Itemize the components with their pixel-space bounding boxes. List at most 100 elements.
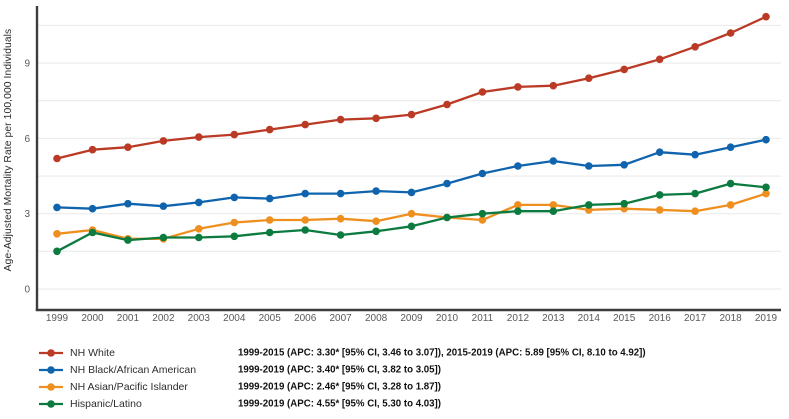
x-tick-label: 2000 <box>81 313 104 324</box>
data-point <box>230 218 239 227</box>
x-tick-label: 1999 <box>46 313 69 324</box>
data-point <box>230 232 239 241</box>
legend-marker-nh-white <box>39 348 63 357</box>
data-point <box>124 199 132 208</box>
legend-stats: 1999-2015 (APC: 3.30* [95% CI, 3.46 to 3… <box>238 347 646 358</box>
data-point <box>265 216 274 224</box>
data-point <box>691 150 699 159</box>
mortality-trend-chart: Age-Adjusted Mortality Rate per 100,000 … <box>3 6 781 324</box>
data-point <box>230 193 239 202</box>
data-point <box>620 199 628 208</box>
data-point <box>372 114 380 123</box>
data-point <box>372 187 380 195</box>
x-tick-label: 2017 <box>684 313 707 324</box>
x-tick-label: 2012 <box>507 313 530 324</box>
data-point <box>301 226 310 234</box>
legend-item-hispanic-latino: Hispanic/Latino 1999-2019 (APC: 4.55* [95… <box>38 395 778 412</box>
data-point <box>655 55 664 64</box>
data-point <box>407 222 416 231</box>
x-tick-label: 2003 <box>188 313 211 324</box>
x-tick-label: 2008 <box>365 313 388 324</box>
data-point <box>336 115 345 124</box>
data-point <box>620 161 628 169</box>
data-point <box>407 110 416 119</box>
data-point <box>407 209 416 218</box>
data-point <box>762 189 770 198</box>
data-point <box>478 88 487 96</box>
data-point <box>478 169 487 178</box>
data-point <box>478 209 487 218</box>
data-point <box>265 125 274 134</box>
series-hispanic-latino <box>53 179 770 256</box>
data-point <box>514 162 522 170</box>
data-point <box>230 130 239 139</box>
axes <box>35 6 781 312</box>
legend: NH White 1999-2015 (APC: 3.30* [95% CI, 3… <box>38 344 778 412</box>
data-point <box>195 133 203 141</box>
legend-marker-hispanic-latino <box>39 399 63 408</box>
data-point <box>655 191 664 199</box>
data-point <box>655 206 664 214</box>
legend-item-nh-white: NH White 1999-2015 (APC: 3.30* [95% CI, 3… <box>38 344 778 361</box>
data-point <box>691 43 699 51</box>
y-tick-label: 3 <box>24 209 30 220</box>
x-tick-label: 2013 <box>542 313 565 324</box>
data-point <box>762 12 770 21</box>
data-point <box>726 143 735 151</box>
legend-stats: 1999-2019 (APC: 2.46* [95% CI, 3.28 to 1… <box>238 381 441 392</box>
x-tick-label: 2010 <box>436 313 459 324</box>
data-point <box>443 100 451 109</box>
data-point <box>159 202 168 210</box>
data-point <box>762 183 770 192</box>
legend-marker-nh-asian-pacific-islander <box>39 382 63 391</box>
x-tick-label: 2009 <box>400 313 423 324</box>
data-point <box>407 188 416 197</box>
data-point <box>53 230 61 238</box>
legend-stats: 1999-2019 (APC: 3.40* [95% CI, 3.82 to 3… <box>238 364 441 375</box>
data-point <box>514 83 522 91</box>
data-point <box>88 204 97 213</box>
data-point <box>159 233 168 242</box>
data-point <box>301 189 310 198</box>
x-tick-label: 2006 <box>294 313 317 324</box>
data-point <box>726 179 735 188</box>
series-nh-white <box>53 12 770 163</box>
x-tick-label: 2007 <box>329 313 352 324</box>
data-point <box>514 207 522 215</box>
data-point <box>726 201 735 209</box>
data-point <box>585 74 593 82</box>
x-tick-label: 2001 <box>117 313 140 324</box>
x-tick-label: 2004 <box>223 313 246 324</box>
legend-item-nh-asian-pacific-islander: NH Asian/Pacific Islander 1999-2019 (APC:… <box>38 378 778 395</box>
x-tick-label: 2014 <box>578 313 601 324</box>
legend-label: NH Asian/Pacific Islander <box>70 380 188 393</box>
data-point <box>691 207 699 215</box>
x-tick-label: 2005 <box>259 313 282 324</box>
x-tick-label: 2016 <box>649 313 672 324</box>
legend-stats: 1999-2019 (APC: 4.55* [95% CI, 5.30 to 4… <box>238 398 441 409</box>
y-tick-label: 9 <box>24 59 30 70</box>
x-tick-label: 2011 <box>472 313 494 324</box>
legend-label: NH Black/African American <box>70 363 197 376</box>
data-point <box>195 198 203 207</box>
data-point <box>124 236 132 244</box>
data-point <box>301 120 310 129</box>
data-point <box>301 216 310 224</box>
data-point <box>691 189 699 198</box>
data-point <box>88 145 97 154</box>
data-point <box>726 29 735 37</box>
data-point <box>336 231 345 239</box>
data-point <box>585 162 593 170</box>
data-point <box>265 194 274 203</box>
series-nh-black-african-american <box>53 135 770 213</box>
y-tick-labels: 0 3 6 9 <box>24 59 30 296</box>
x-tick-label: 2002 <box>152 313 175 324</box>
x-tick-label: 2018 <box>719 313 742 324</box>
data-point <box>549 201 558 209</box>
data-point <box>53 247 61 256</box>
y-tick-label: 6 <box>24 134 30 145</box>
data-point <box>478 216 487 224</box>
data-point <box>372 227 380 236</box>
series-nh-asian-pacific-islander <box>53 189 770 243</box>
legend-marker-nh-black-african-american <box>39 365 63 374</box>
